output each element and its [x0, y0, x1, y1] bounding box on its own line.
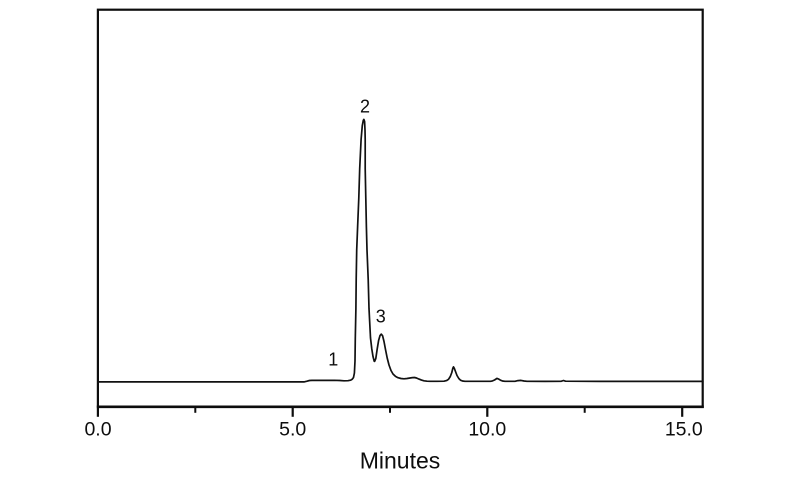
svg-text:2: 2 [360, 96, 370, 116]
svg-text:3: 3 [376, 306, 386, 326]
svg-text:15.0: 15.0 [665, 419, 703, 441]
svg-text:1: 1 [328, 349, 338, 369]
svg-text:10.0: 10.0 [468, 419, 506, 441]
svg-text:Minutes: Minutes [360, 448, 441, 474]
svg-text:0.0: 0.0 [84, 419, 111, 441]
svg-text:5.0: 5.0 [279, 419, 306, 441]
